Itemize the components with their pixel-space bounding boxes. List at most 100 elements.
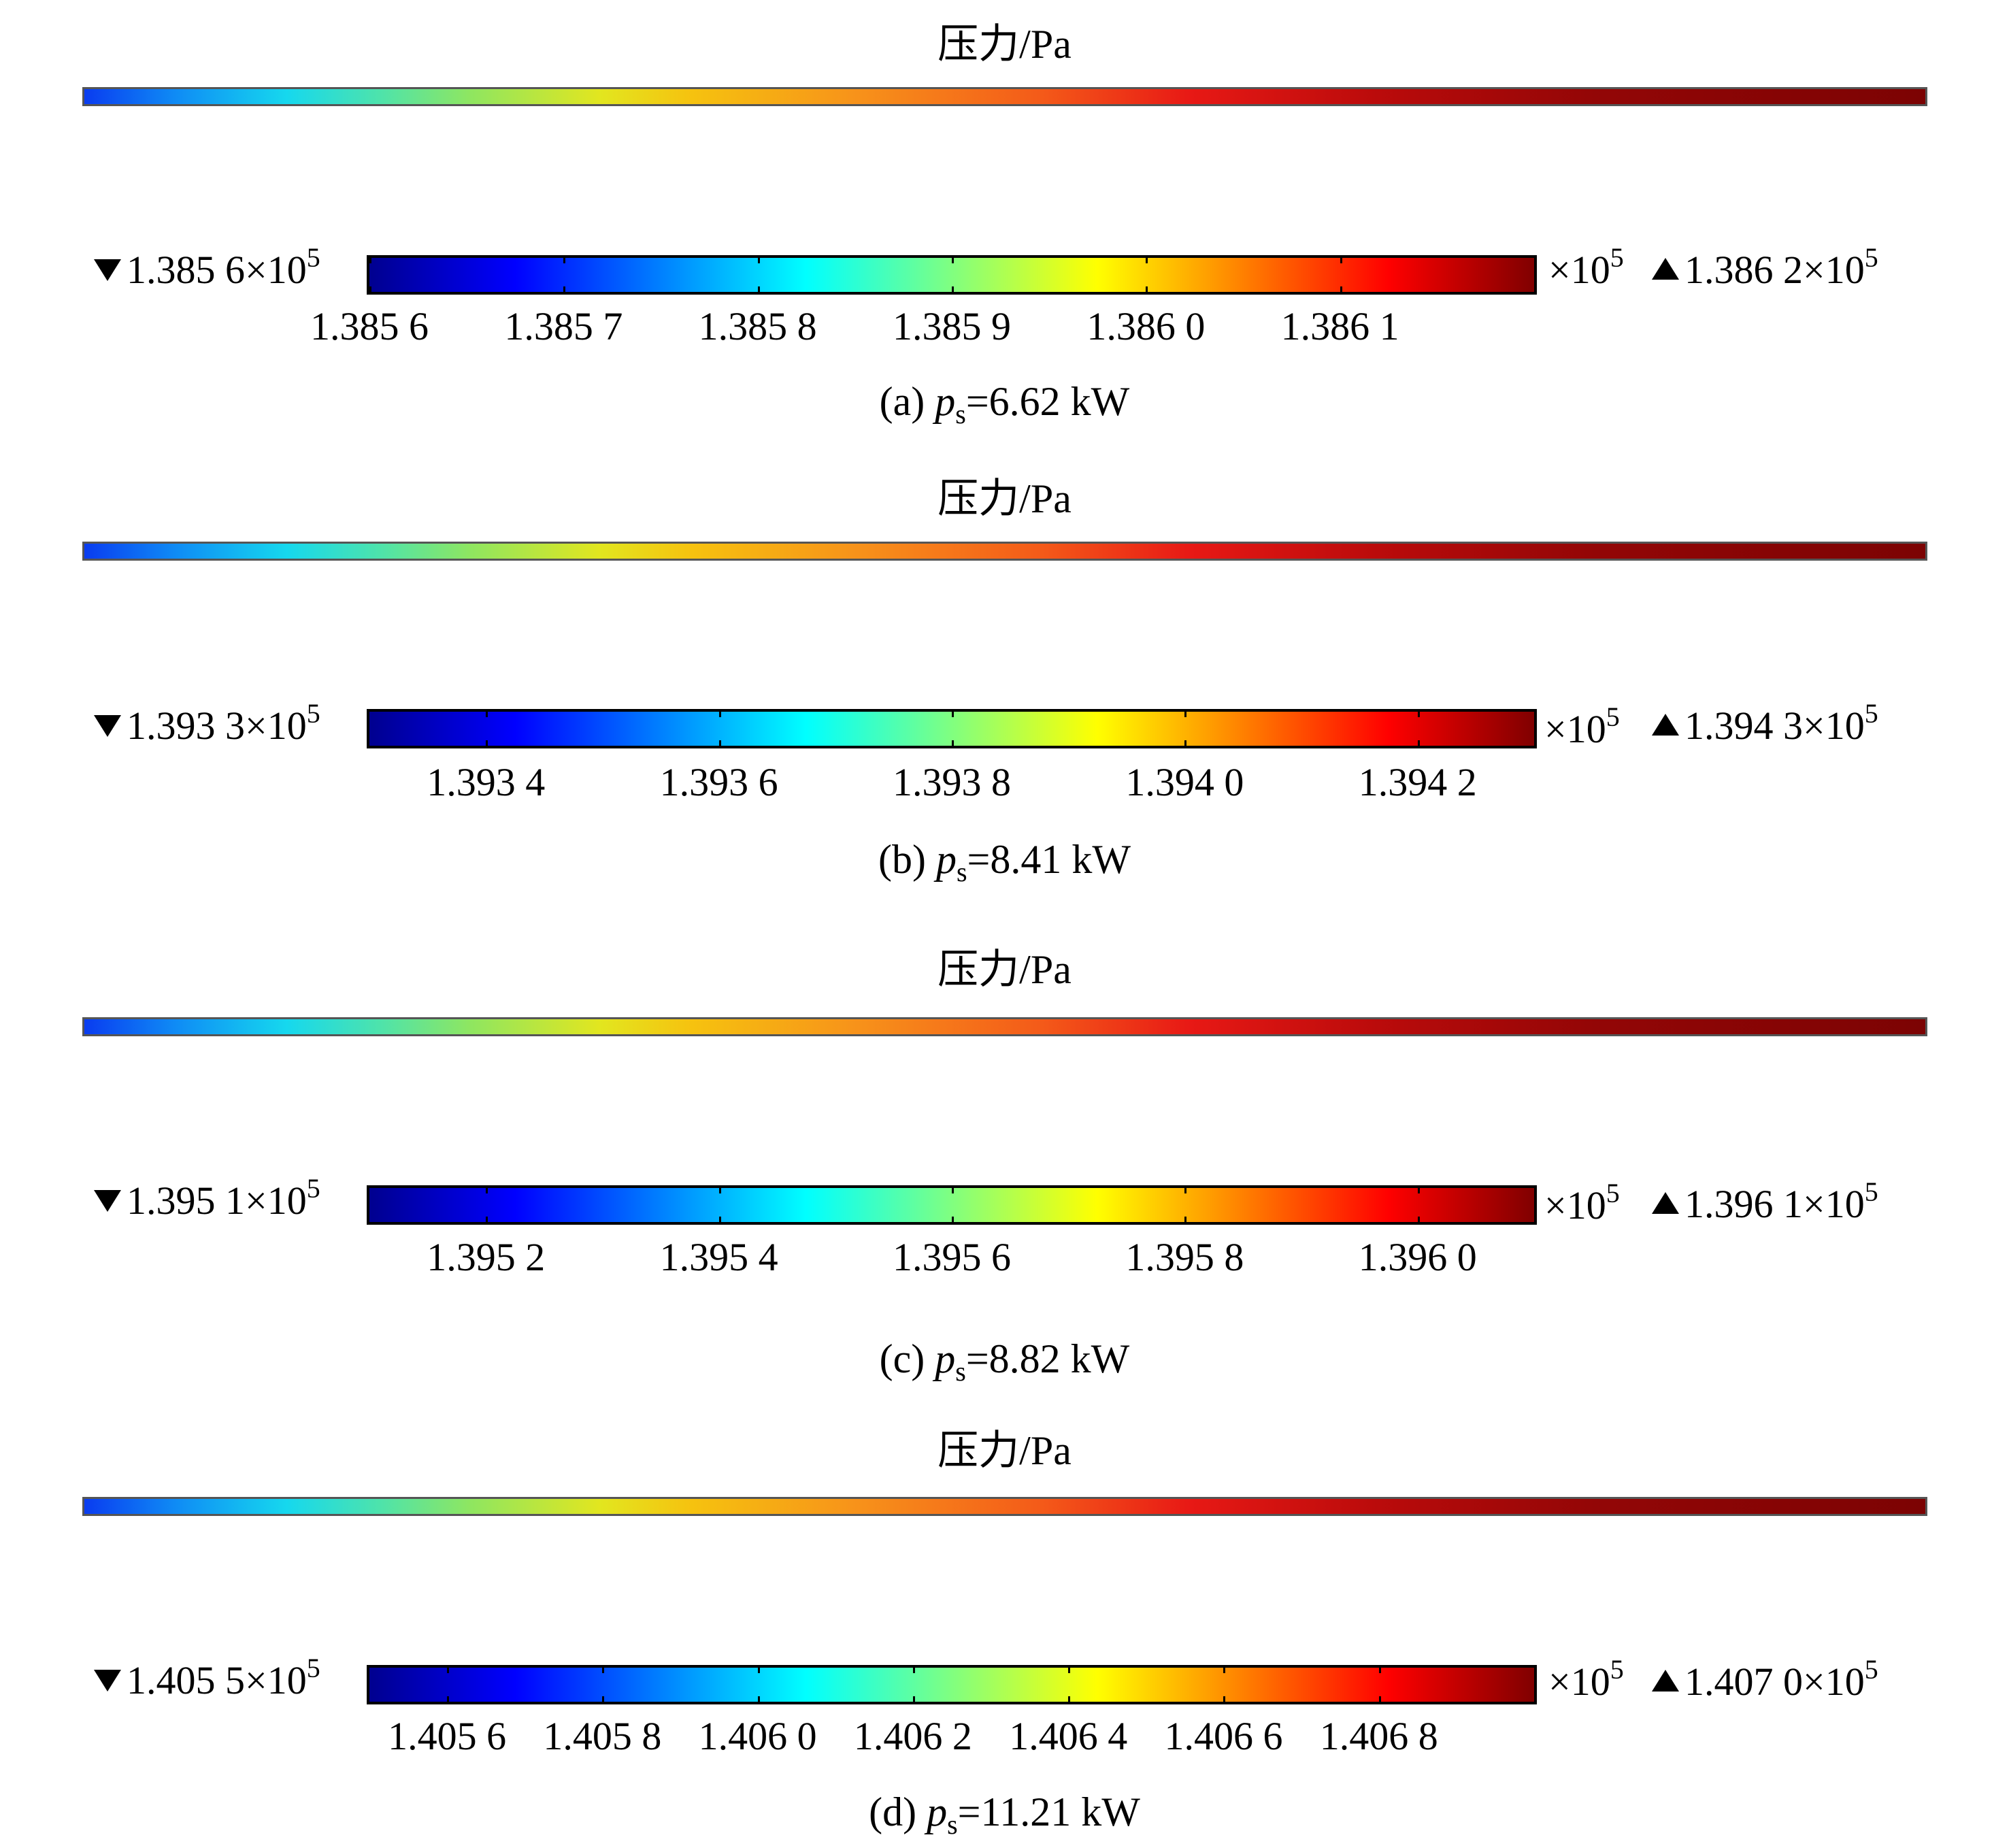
min-label: 1.393 3×105 — [94, 700, 320, 748]
colorbar-tick — [447, 1665, 450, 1673]
pressure-strip — [82, 87, 1927, 106]
colorbar-tick-label: 1.385 6 — [310, 304, 429, 348]
panel-title: 压力/Pa — [937, 22, 1072, 67]
colorbar-tick — [369, 255, 371, 263]
colorbar-tick — [1068, 1665, 1071, 1673]
panel-caption: (c) ps=8.82 kW — [879, 1336, 1130, 1387]
colorbar-tick — [718, 709, 721, 717]
colorbar-tick — [1223, 1665, 1226, 1673]
colorbar-tick — [602, 1696, 605, 1704]
colorbar-tick — [952, 740, 954, 748]
colorbar-tick — [1223, 1696, 1226, 1704]
colorbar-tick — [952, 286, 954, 295]
min-triangle-icon — [94, 1189, 121, 1212]
panel-caption: (a) ps=6.62 kW — [879, 379, 1130, 429]
colorbar-tick — [1378, 1696, 1381, 1704]
colorbar-tick-label: 1.395 4 — [659, 1235, 778, 1279]
colorbar-tick-label: 1.393 6 — [659, 760, 778, 804]
colorbar-tick — [718, 740, 721, 748]
colorbar-tick — [369, 286, 371, 295]
colorbar-tick — [952, 1217, 954, 1225]
panel-caption: (b) ps=8.41 kW — [878, 837, 1131, 887]
min-triangle-icon — [94, 714, 121, 737]
colorbar-tick — [1417, 709, 1420, 717]
colorbar-tick-label: 1.405 8 — [543, 1714, 662, 1758]
pressure-strip — [82, 1497, 1927, 1516]
colorbar-tick — [952, 1185, 954, 1193]
max-label: 1.407 0×105 — [1652, 1656, 1878, 1704]
colorbar-tick — [447, 1696, 450, 1704]
colorbar-tick — [757, 1696, 760, 1704]
max-triangle-icon — [1652, 1669, 1679, 1692]
colorbar-tick-label: 1.406 0 — [698, 1714, 817, 1758]
colorbar-tick-label: 1.406 8 — [1319, 1714, 1438, 1758]
scale-label: ×105 — [1548, 1654, 1624, 1704]
colorbar-tick-label: 1.385 7 — [504, 304, 623, 348]
colorbar-tick — [1417, 1217, 1420, 1225]
colorbar-tick-label: 1.393 4 — [427, 760, 546, 804]
pressure-strip — [82, 542, 1927, 561]
colorbar-tick — [718, 1185, 721, 1193]
colorbar-tick — [1340, 286, 1342, 295]
colorbar-tick-label: 1.394 2 — [1358, 760, 1477, 804]
scale-label: ×105 — [1544, 1178, 1620, 1227]
colorbar-tick-label: 1.385 8 — [698, 304, 817, 348]
panel-title: 压力/Pa — [937, 947, 1072, 992]
colorbar — [367, 1185, 1537, 1225]
colorbar-tick — [757, 1665, 760, 1673]
colorbar-tick-label: 1.395 6 — [893, 1235, 1011, 1279]
min-label: 1.405 5×105 — [94, 1655, 320, 1702]
colorbar-tick — [486, 1185, 488, 1193]
colorbar-tick — [602, 1665, 605, 1673]
colorbar-tick-label: 1.386 0 — [1086, 304, 1206, 348]
scale-label: ×105 — [1548, 242, 1624, 292]
colorbar-tick-label: 1.405 6 — [388, 1714, 507, 1758]
colorbar-tick — [1068, 1696, 1071, 1704]
max-triangle-icon — [1652, 257, 1679, 280]
colorbar-tick — [757, 286, 760, 295]
colorbar-tick — [486, 709, 488, 717]
colorbar-tick — [912, 1665, 915, 1673]
min-triangle-icon — [94, 259, 121, 281]
panel-caption: (d) ps=11.21 kW — [869, 1789, 1140, 1840]
colorbar-tick — [757, 255, 760, 263]
colorbar — [367, 709, 1537, 748]
colorbar-tick — [1417, 740, 1420, 748]
colorbar — [367, 1665, 1537, 1704]
colorbar-tick — [1184, 709, 1187, 717]
colorbar-tick — [1184, 740, 1187, 748]
max-triangle-icon — [1652, 713, 1679, 736]
max-label: 1.386 2×105 — [1652, 244, 1878, 292]
colorbar-tick-label: 1.406 6 — [1164, 1714, 1283, 1758]
colorbar — [367, 255, 1537, 295]
max-label: 1.396 1×105 — [1652, 1178, 1878, 1226]
min-label: 1.395 1×105 — [94, 1175, 320, 1223]
colorbar-tick — [1146, 255, 1148, 263]
colorbar-tick — [486, 1217, 488, 1225]
colorbar-tick-label: 1.406 4 — [1009, 1714, 1128, 1758]
min-triangle-icon — [94, 1669, 121, 1692]
colorbar-tick — [1378, 1665, 1381, 1673]
colorbar-tick-label: 1.406 2 — [853, 1714, 972, 1758]
colorbar-tick-label: 1.395 8 — [1125, 1235, 1244, 1279]
colorbar-tick — [952, 709, 954, 717]
colorbar-tick — [1146, 286, 1148, 295]
colorbar-tick — [1340, 255, 1342, 263]
colorbar-tick — [563, 286, 566, 295]
colorbar-tick — [1417, 1185, 1420, 1193]
pressure-strip — [82, 1017, 1927, 1036]
colorbar-tick-label: 1.385 9 — [893, 304, 1011, 348]
colorbar-tick-label: 1.394 0 — [1125, 760, 1244, 804]
colorbar-tick-label: 1.386 1 — [1280, 304, 1399, 348]
min-label: 1.385 6×105 — [94, 244, 320, 292]
colorbar-tick — [563, 255, 566, 263]
colorbar-tick-label: 1.393 8 — [893, 760, 1011, 804]
max-triangle-icon — [1652, 1191, 1679, 1214]
colorbar-tick-label: 1.396 0 — [1358, 1235, 1477, 1279]
colorbar-tick — [912, 1696, 915, 1704]
scale-label: ×105 — [1544, 702, 1620, 751]
colorbar-tick-label: 1.395 2 — [427, 1235, 546, 1279]
max-label: 1.394 3×105 — [1652, 700, 1878, 748]
colorbar-tick — [486, 740, 488, 748]
panel-title: 压力/Pa — [937, 1428, 1072, 1473]
